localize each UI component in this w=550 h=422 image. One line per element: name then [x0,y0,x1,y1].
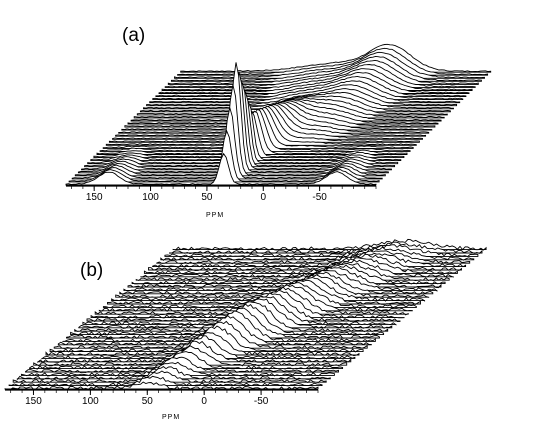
spectrum-trace [161,68,473,91]
spectrum-trace [12,370,327,384]
panel-a-x-axis-title: PPM [206,212,224,219]
x-axis-tick-label: 150 [86,192,103,203]
spectrum-trace [167,59,479,85]
spectrum-trace [164,64,476,88]
panel-b-x-axis: 150 100 50 0 -50 [5,389,319,407]
panel-a-x-axis: 150 100 50 0 -50 [66,185,377,203]
x-axis-tick-label: -50 [312,192,327,203]
spectrum-trace [152,80,464,101]
panel-b-label: (b) [80,260,103,281]
spectrum-trace [4,381,319,391]
x-axis-tick-label: 50 [201,192,213,203]
spectrum-trace [158,71,470,94]
panel-b-x-axis-title: PPM [162,414,180,421]
panel-a-traces [65,43,492,186]
x-axis-tick-label: 0 [260,192,266,203]
spectrum-trace [16,366,331,381]
x-axis-tick-label: 150 [25,396,42,407]
spectrum-trace [149,84,461,104]
spectrum-trace [8,375,323,387]
x-axis-tick-label: 50 [142,396,154,407]
panel-b: (b) 150 100 50 0 -50 PPM [4,238,487,421]
spectrum-trace [131,264,446,285]
spectrum-trace [20,361,335,377]
x-axis-tick-label: 0 [201,396,207,407]
spectrum-trace [155,75,467,98]
x-axis-tick-label: 100 [82,396,99,407]
panel-b-traces [4,238,487,391]
panel-a: (a) 150 100 50 0 -50 PPM [65,25,492,219]
panel-a-label: (a) [122,25,145,46]
x-axis-tick-label: 100 [142,192,159,203]
spectrum-trace [127,267,442,289]
spectrum-trace [65,152,377,186]
x-axis-tick-label: -50 [254,396,269,407]
